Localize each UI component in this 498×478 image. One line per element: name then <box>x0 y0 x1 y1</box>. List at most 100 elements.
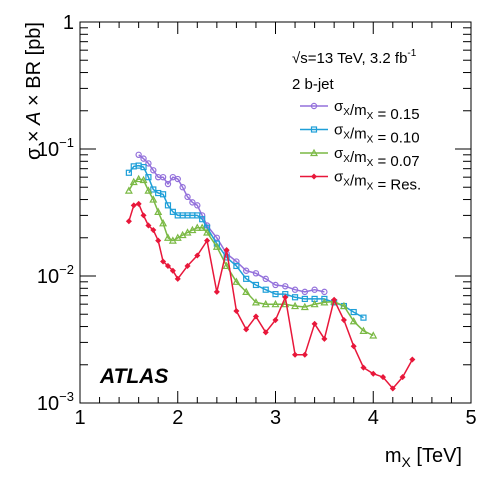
x-tick-label: 4 <box>368 407 379 429</box>
data-point <box>150 186 157 193</box>
series-line <box>128 178 374 337</box>
data-point <box>360 364 367 371</box>
data-point <box>309 148 319 157</box>
data-point <box>140 164 147 171</box>
legend-item: σX/mX = 0.10 <box>300 122 420 147</box>
data-point <box>163 233 172 241</box>
data-point <box>174 175 181 183</box>
series-line <box>128 164 364 319</box>
data-point <box>409 356 416 363</box>
y-tick-label: 10−2 <box>37 262 74 288</box>
axis-tick-labels: 1 2 3 4 5 1 10−1 10−2 10−3 <box>37 12 477 429</box>
data-point <box>125 169 132 176</box>
data-point <box>321 288 328 296</box>
data-point <box>252 270 260 277</box>
data-point <box>145 222 152 229</box>
series-square <box>125 162 367 321</box>
data-point <box>370 370 377 377</box>
data-point <box>399 374 406 381</box>
data-point <box>159 219 168 227</box>
data-point <box>204 237 211 244</box>
data-point <box>321 335 328 342</box>
series-line <box>128 203 414 390</box>
data-point <box>291 301 300 310</box>
data-point <box>164 262 171 269</box>
data-point <box>140 212 147 219</box>
data-point <box>389 385 396 392</box>
atlas-label: ATLAS <box>99 365 168 388</box>
data-point <box>369 331 378 339</box>
data-point <box>349 317 358 325</box>
data-point <box>135 151 142 159</box>
data-point <box>125 218 132 225</box>
data-point <box>339 301 348 310</box>
data-point <box>310 299 319 308</box>
x-tick-label: 1 <box>74 407 85 429</box>
data-point <box>159 191 167 198</box>
y-tick-label: 1 <box>63 12 74 34</box>
data-point <box>149 195 158 203</box>
data-point <box>310 126 318 133</box>
data-point <box>150 227 157 234</box>
data-point <box>359 326 368 334</box>
legend-item: σX/mX = 0.07 <box>300 145 420 170</box>
data-point <box>160 258 167 265</box>
data-point <box>233 307 240 315</box>
data-point <box>301 351 308 358</box>
data-point <box>213 288 220 295</box>
data-point <box>134 174 143 183</box>
data-point <box>139 175 148 184</box>
y-axis-label: σ × A × BR [pb] <box>23 22 45 160</box>
y-tick-label: 10−3 <box>37 389 74 415</box>
data-point <box>124 186 133 194</box>
legend-item: σX/mX = Res. <box>300 169 421 194</box>
data-point <box>194 212 201 219</box>
data-point <box>242 267 250 274</box>
energy-lumi-label: √s=13 TeV, 3.2 fb-1 <box>292 48 417 67</box>
data-point <box>169 267 176 274</box>
data-point <box>212 242 221 250</box>
data-point <box>271 299 280 308</box>
y-tick-label: 10−1 <box>37 135 74 161</box>
x-tick-label: 2 <box>172 407 183 429</box>
legend-item: σX/mX = 0.15 <box>300 98 420 123</box>
x-tick-label: 3 <box>270 407 281 429</box>
data-point <box>198 223 207 231</box>
data-point <box>310 173 318 180</box>
data-point <box>184 262 191 269</box>
data-point <box>145 174 152 181</box>
data-point <box>292 351 299 358</box>
data-point <box>243 326 250 333</box>
data-point <box>140 155 147 162</box>
data-point <box>291 286 299 293</box>
data-point <box>179 184 186 191</box>
data-point <box>242 287 251 295</box>
data-point <box>350 308 357 316</box>
data-point <box>252 281 260 289</box>
data-point <box>232 277 241 285</box>
data-point <box>233 262 240 270</box>
data-point <box>213 234 221 241</box>
data-point <box>154 207 163 215</box>
data-point <box>380 374 387 381</box>
data-point <box>194 252 201 259</box>
data-point <box>130 202 137 209</box>
series-plus <box>125 200 416 392</box>
data-point <box>203 228 212 236</box>
data-point <box>243 275 250 282</box>
legend-label: σX/mX = Res. <box>334 169 421 194</box>
data-point <box>193 223 202 231</box>
data-point <box>340 317 347 324</box>
data-point <box>164 180 172 188</box>
data-point <box>272 281 279 289</box>
series-layer <box>124 151 416 392</box>
legend-label: σX/mX = 0.15 <box>334 98 420 123</box>
series-line <box>138 154 325 293</box>
data-point <box>233 258 240 265</box>
data-point <box>189 199 196 206</box>
data-point <box>223 247 230 254</box>
data-point <box>184 193 191 201</box>
data-point <box>150 167 157 174</box>
